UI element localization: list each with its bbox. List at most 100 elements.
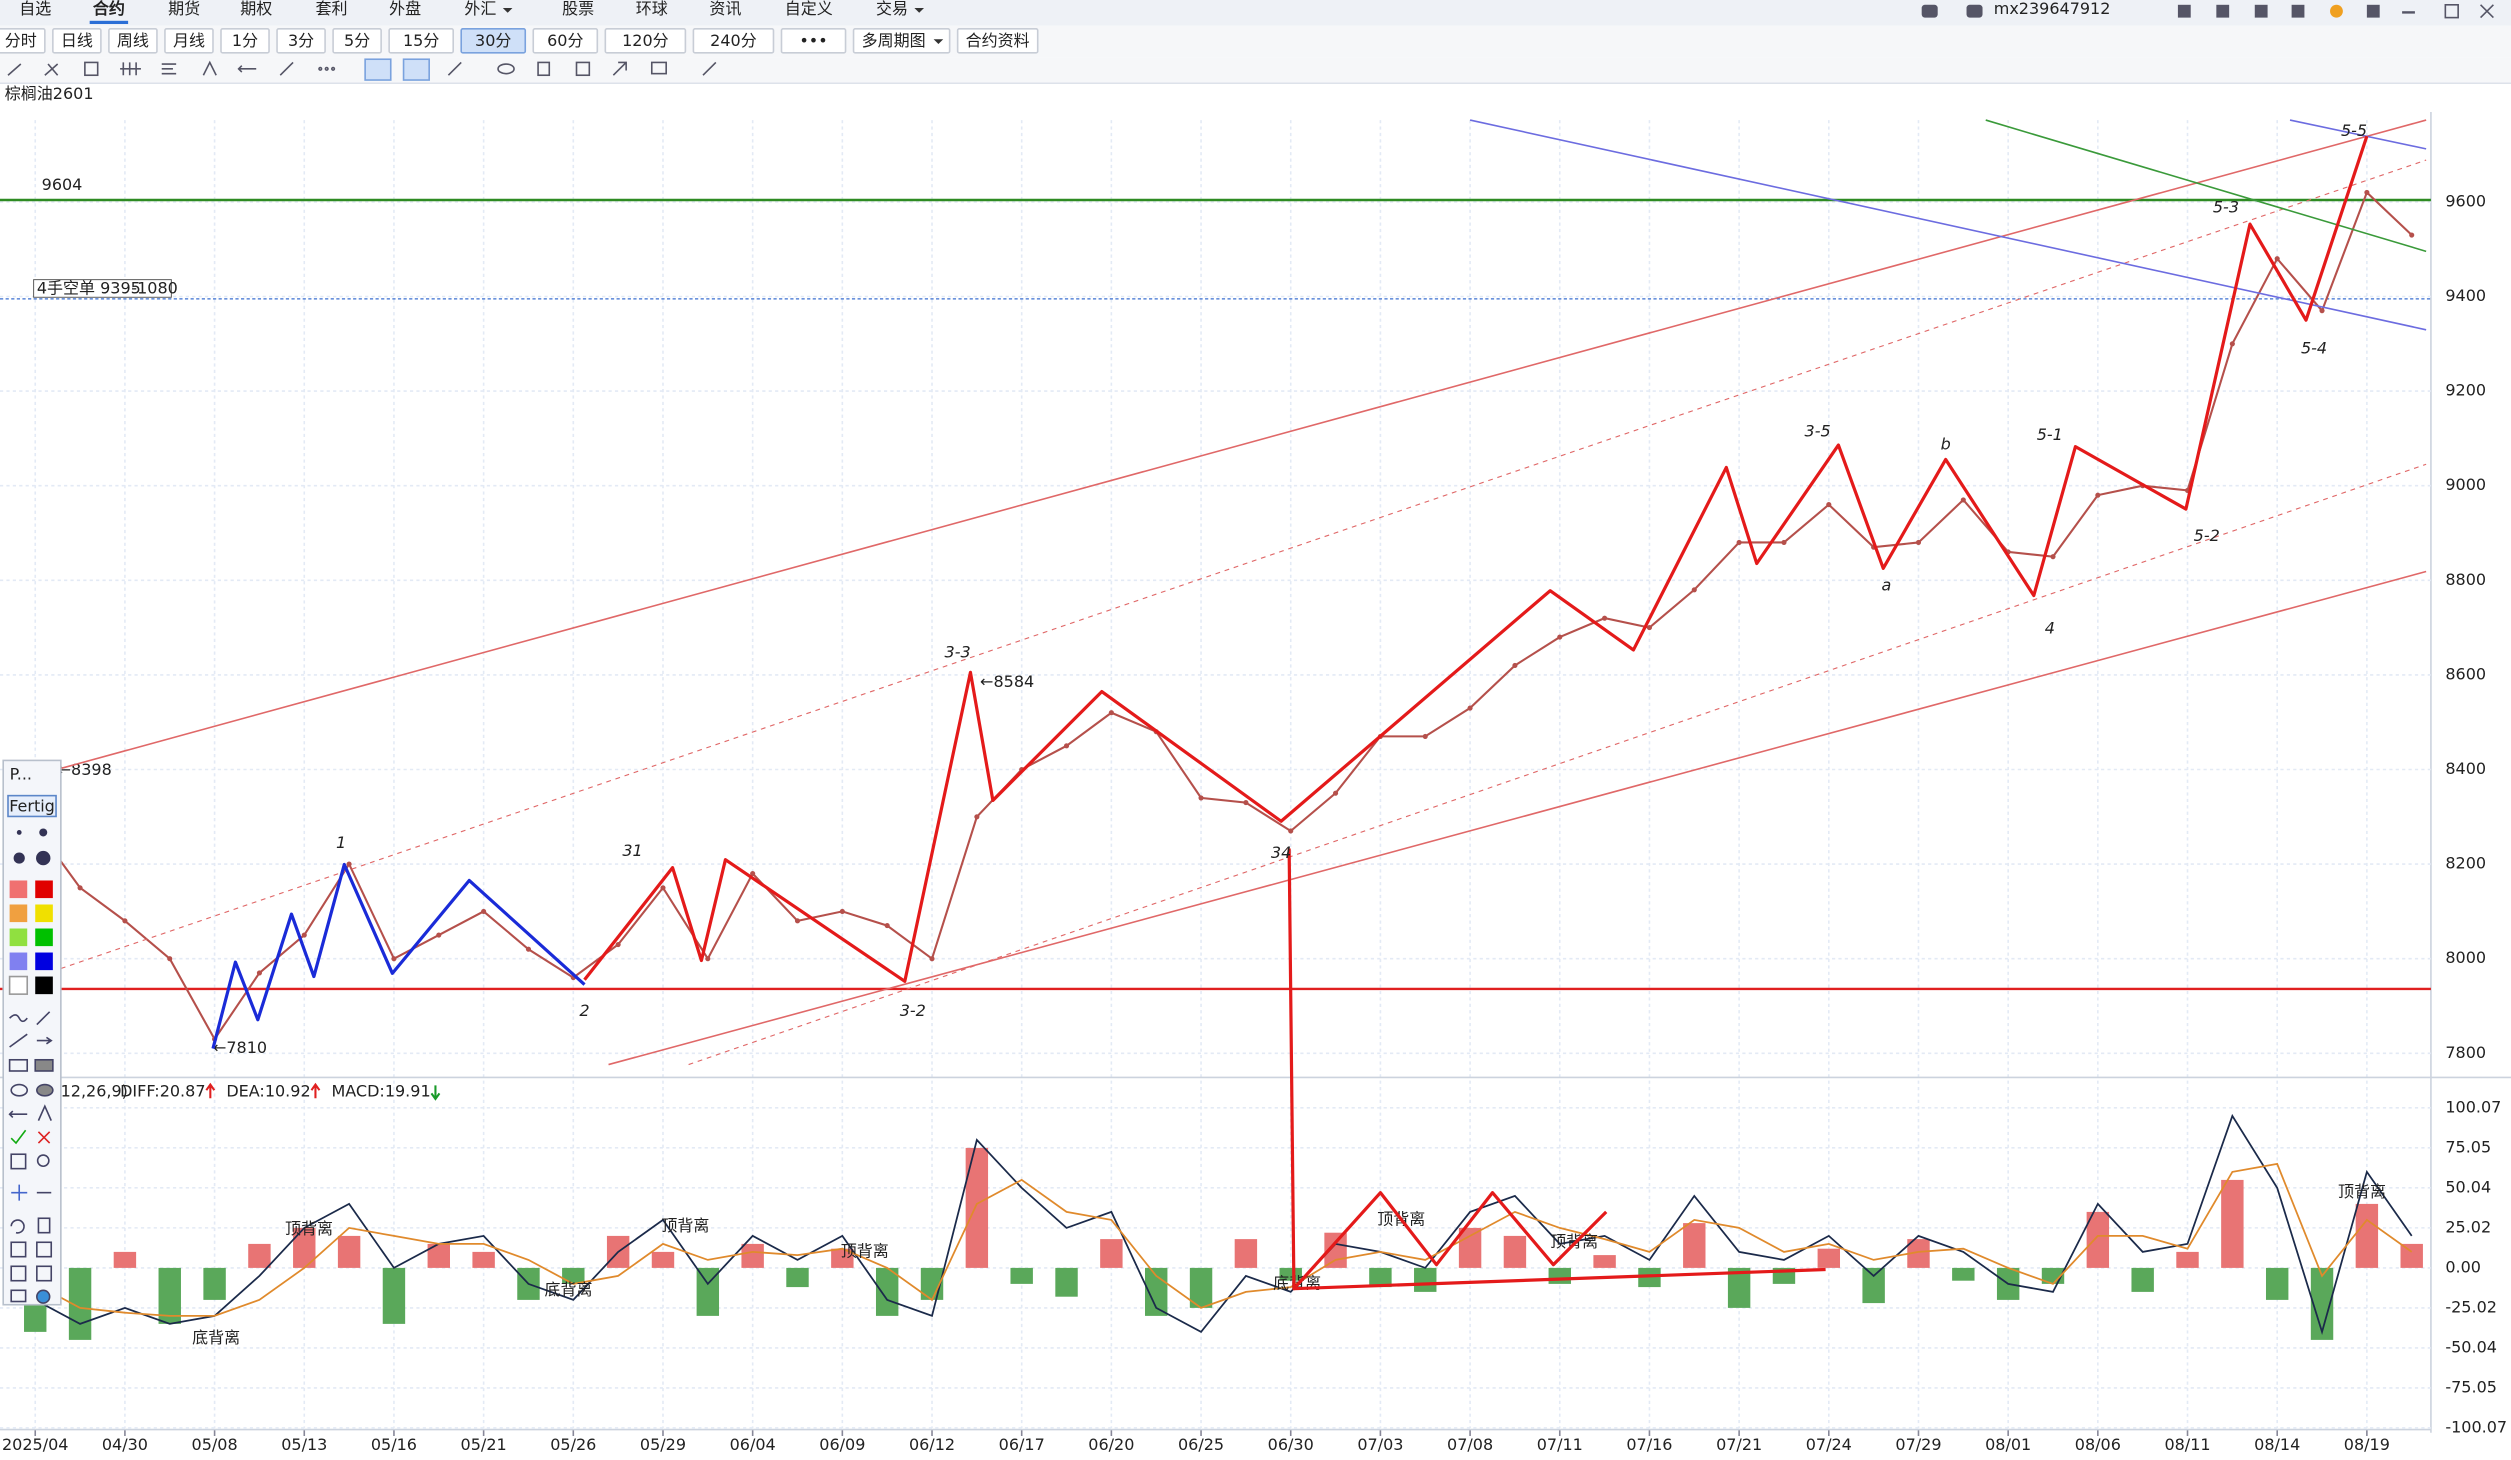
color[interactable]	[8, 975, 29, 995]
period-button[interactable]	[388, 28, 454, 54]
period-button[interactable]	[0, 28, 46, 54]
color[interactable]	[9, 952, 28, 971]
period-label[interactable]: 240分	[710, 31, 757, 50]
tool[interactable]	[10, 1241, 27, 1258]
tool-comment[interactable]	[650, 61, 667, 75]
period-label[interactable]: 60分	[547, 31, 583, 50]
tool[interactable]	[10, 1129, 27, 1145]
tool-eraser[interactable]	[702, 61, 717, 76]
maximize[interactable]	[2444, 4, 2459, 19]
bell[interactable]	[2330, 4, 2343, 18]
menu-item[interactable]: 期货	[168, 0, 200, 18]
tool[interactable]	[36, 1011, 51, 1026]
tool[interactable]	[10, 1219, 25, 1234]
period-label[interactable]: 月线	[173, 31, 205, 50]
menu-item[interactable]: 期权	[240, 0, 272, 18]
period-label[interactable]: 30分	[475, 31, 511, 50]
color[interactable]	[35, 952, 53, 971]
tool[interactable]	[36, 1036, 53, 1045]
tool[interactable]	[10, 1153, 27, 1170]
tool[interactable]	[36, 1154, 50, 1168]
tool[interactable]	[36, 1241, 53, 1258]
avatar[interactable]	[1966, 4, 1983, 18]
tool[interactable]	[37, 1104, 52, 1121]
period-button[interactable]	[332, 28, 382, 54]
period-button[interactable]	[532, 28, 599, 54]
minimize[interactable]	[2402, 11, 2415, 14]
tool[interactable]	[8, 1058, 29, 1072]
tool-group[interactable]	[575, 61, 591, 77]
tool[interactable]	[37, 1217, 51, 1234]
tool[interactable]	[10, 1083, 29, 1097]
icon[interactable]	[2177, 4, 2191, 18]
period-button[interactable]	[692, 28, 775, 54]
tool[interactable]	[8, 1110, 28, 1118]
tool-rect[interactable]	[84, 61, 99, 77]
tool[interactable]	[10, 1265, 27, 1282]
period-button[interactable]	[52, 28, 102, 54]
window-icons[interactable]	[1921, 4, 2494, 19]
tool-pen[interactable]	[447, 61, 462, 76]
menu-item[interactable]: 资讯	[709, 0, 741, 18]
tool[interactable]	[36, 1289, 51, 1304]
menu-item[interactable]: 外盘	[389, 0, 421, 18]
period-label[interactable]: 5分	[344, 31, 370, 50]
drawing-palette[interactable]: P... Fertig	[2, 759, 62, 1306]
tool-line[interactable]	[7, 63, 22, 76]
period-button[interactable]	[164, 28, 214, 54]
period-label[interactable]: 分时	[5, 31, 37, 50]
color[interactable]	[9, 928, 28, 947]
period-button[interactable]	[780, 28, 847, 54]
tool-text[interactable]	[202, 60, 217, 76]
color[interactable]	[35, 904, 53, 923]
period-label[interactable]: 合约资料	[966, 31, 1030, 50]
period-label[interactable]: 1分	[232, 31, 258, 50]
tool[interactable]	[36, 1083, 54, 1097]
icon[interactable]	[2254, 4, 2268, 18]
size[interactable]	[36, 850, 51, 866]
size[interactable]	[13, 852, 25, 864]
tool-measure[interactable]	[237, 65, 257, 73]
menu-item[interactable]: 交易	[876, 0, 908, 18]
period-label[interactable]: •••	[799, 31, 827, 50]
menu-item[interactable]: 套利	[315, 0, 347, 18]
color[interactable]	[35, 880, 53, 899]
palette-tools[interactable]	[8, 1011, 54, 1304]
tool-export[interactable]	[612, 61, 627, 76]
tool-magnet[interactable]	[364, 58, 392, 81]
tool-brush[interactable]	[279, 61, 294, 76]
period-label[interactable]: 15分	[403, 31, 439, 50]
tool-fib[interactable]	[120, 62, 141, 76]
icon[interactable]	[2366, 4, 2380, 18]
period-button[interactable]	[220, 28, 270, 54]
user-name[interactable]: mx239647912	[1994, 0, 2111, 18]
color[interactable]	[35, 928, 53, 947]
tool-delete[interactable]	[537, 61, 551, 77]
color[interactable]	[9, 880, 28, 899]
icon[interactable]	[2291, 4, 2305, 18]
period-label[interactable]: 120分	[622, 31, 669, 50]
color[interactable]	[9, 904, 28, 923]
period-button[interactable]	[108, 28, 158, 54]
drawing-tools[interactable]	[7, 58, 717, 81]
color[interactable]	[35, 976, 53, 995]
tool[interactable]	[10, 1289, 27, 1303]
tool-ray[interactable]	[44, 63, 59, 76]
period-button[interactable]	[460, 28, 527, 54]
tool-eye[interactable]	[497, 63, 515, 75]
tool[interactable]	[36, 1265, 53, 1282]
palette-button-label[interactable]: Fertig	[9, 796, 55, 815]
menu-item[interactable]: 外汇	[464, 0, 496, 18]
tool[interactable]	[11, 1184, 28, 1201]
tool-more[interactable]	[318, 66, 323, 71]
tool-lock[interactable]	[402, 58, 430, 81]
tool[interactable]	[9, 1014, 28, 1023]
icon[interactable]	[1921, 4, 1938, 18]
tool[interactable]	[37, 1131, 51, 1144]
icon[interactable]	[2216, 4, 2230, 18]
menu-item[interactable]: 环球	[636, 0, 668, 18]
period-button[interactable]	[956, 28, 1039, 54]
period-label[interactable]: 3分	[288, 31, 314, 50]
menu-item[interactable]: 自定义	[785, 0, 833, 18]
close[interactable]	[2480, 4, 2494, 19]
